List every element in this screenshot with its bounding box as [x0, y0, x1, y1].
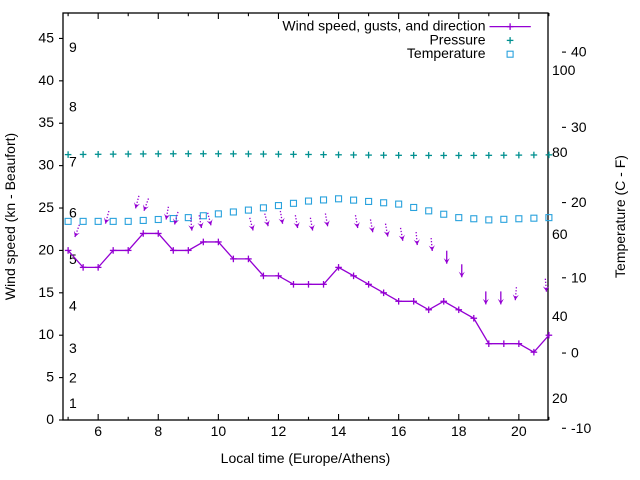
svg-text:60: 60 [552, 226, 568, 242]
svg-text:15: 15 [38, 284, 54, 300]
svg-text:0: 0 [46, 411, 54, 427]
svg-text:10: 10 [571, 269, 587, 285]
svg-text:35: 35 [38, 114, 54, 130]
svg-text:2: 2 [69, 370, 77, 386]
svg-text:30: 30 [38, 157, 54, 173]
svg-text:45: 45 [38, 29, 54, 45]
svg-text:1: 1 [69, 395, 77, 411]
svg-text:9: 9 [69, 39, 77, 55]
svg-text:40: 40 [552, 308, 568, 324]
svg-text:4: 4 [69, 298, 77, 314]
svg-text:18: 18 [451, 423, 467, 439]
svg-text:8: 8 [154, 423, 162, 439]
svg-text:80: 80 [552, 144, 568, 160]
svg-text:20: 20 [511, 423, 527, 439]
svg-text:5: 5 [46, 369, 54, 385]
svg-text:Temperature: Temperature [407, 45, 486, 61]
svg-text:7: 7 [69, 153, 77, 169]
svg-text:30: 30 [571, 119, 587, 135]
svg-text:14: 14 [331, 423, 347, 439]
svg-text:20: 20 [38, 241, 54, 257]
svg-text:Wind speed (kn - Beaufort): Wind speed (kn - Beaufort) [2, 133, 18, 300]
svg-text:100: 100 [552, 62, 576, 78]
svg-text:6: 6 [94, 423, 102, 439]
svg-text:25: 25 [38, 199, 54, 215]
svg-text:Temperature (C - F): Temperature (C - F) [612, 155, 628, 278]
svg-text:40: 40 [38, 72, 54, 88]
svg-text:10: 10 [211, 423, 227, 439]
svg-text:0: 0 [571, 345, 579, 361]
svg-text:20: 20 [571, 194, 587, 210]
svg-text:40: 40 [571, 44, 587, 60]
svg-text:Local time (Europe/Athens): Local time (Europe/Athens) [221, 450, 391, 466]
svg-text:10: 10 [38, 326, 54, 342]
svg-text:20: 20 [552, 390, 568, 406]
svg-text:12: 12 [271, 423, 287, 439]
svg-text:-10: -10 [571, 420, 591, 436]
svg-text:3: 3 [69, 340, 77, 356]
svg-text:8: 8 [69, 98, 77, 114]
svg-text:16: 16 [391, 423, 407, 439]
